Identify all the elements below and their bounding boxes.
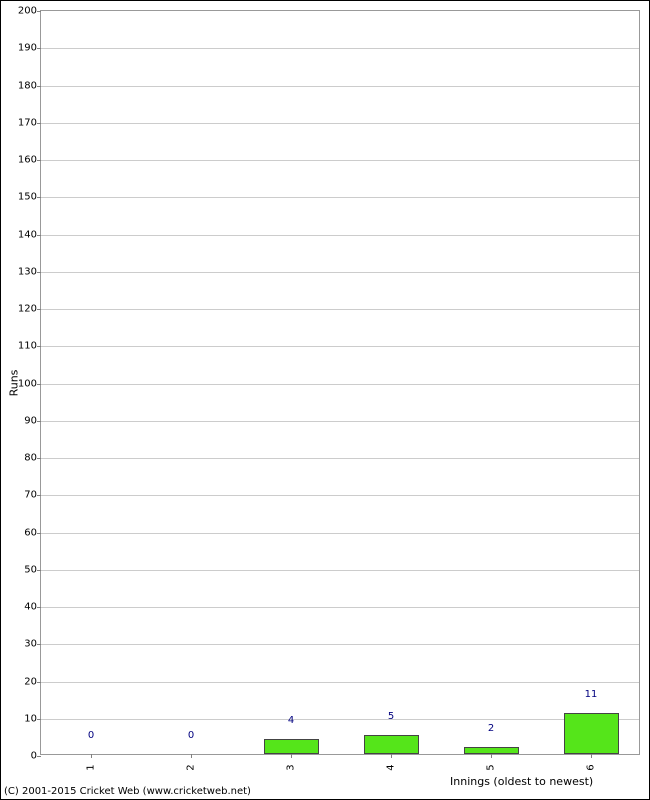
ytick-label: 70 bbox=[24, 490, 41, 501]
xtick-label: 1 bbox=[86, 764, 97, 770]
gridline bbox=[41, 644, 639, 645]
ytick-label: 130 bbox=[18, 266, 41, 277]
bar-value-label: 11 bbox=[585, 689, 598, 700]
ytick-label: 170 bbox=[18, 117, 41, 128]
gridline bbox=[41, 533, 639, 534]
ytick-label: 180 bbox=[18, 80, 41, 91]
gridline bbox=[41, 123, 639, 124]
ytick-label: 50 bbox=[24, 564, 41, 575]
xtick-mark bbox=[91, 754, 92, 758]
ytick-label: 0 bbox=[31, 751, 41, 762]
gridline bbox=[41, 346, 639, 347]
gridline bbox=[41, 384, 639, 385]
xtick-mark bbox=[391, 754, 392, 758]
ytick-label: 200 bbox=[18, 6, 41, 17]
bar-value-label: 5 bbox=[388, 711, 394, 722]
xtick-mark bbox=[191, 754, 192, 758]
gridline bbox=[41, 570, 639, 571]
gridline bbox=[41, 86, 639, 87]
ytick-label: 160 bbox=[18, 155, 41, 166]
ytick-label: 120 bbox=[18, 304, 41, 315]
ytick-label: 60 bbox=[24, 527, 41, 538]
ytick-label: 20 bbox=[24, 676, 41, 687]
xtick-label: 2 bbox=[186, 764, 197, 770]
plot-area: 0102030405060708090100110120130140150160… bbox=[40, 10, 640, 755]
ytick-label: 150 bbox=[18, 192, 41, 203]
ytick-label: 100 bbox=[18, 378, 41, 389]
x-axis-label: Innings (oldest to newest) bbox=[450, 775, 593, 788]
ytick-label: 110 bbox=[18, 341, 41, 352]
gridline bbox=[41, 682, 639, 683]
gridline bbox=[41, 421, 639, 422]
bar bbox=[464, 747, 519, 754]
gridline bbox=[41, 607, 639, 608]
copyright-text: (C) 2001-2015 Cricket Web (www.cricketwe… bbox=[4, 786, 251, 797]
gridline bbox=[41, 235, 639, 236]
ytick-label: 10 bbox=[24, 713, 41, 724]
bar-value-label: 0 bbox=[188, 730, 194, 741]
xtick-mark bbox=[291, 754, 292, 758]
gridline bbox=[41, 495, 639, 496]
xtick-label: 6 bbox=[586, 764, 597, 770]
ytick-label: 40 bbox=[24, 602, 41, 613]
bar-value-label: 0 bbox=[88, 730, 94, 741]
xtick-mark bbox=[591, 754, 592, 758]
ytick-label: 90 bbox=[24, 415, 41, 426]
gridline bbox=[41, 309, 639, 310]
xtick-label: 3 bbox=[286, 764, 297, 770]
xtick-label: 4 bbox=[386, 764, 397, 770]
gridline bbox=[41, 458, 639, 459]
bar-value-label: 2 bbox=[488, 723, 494, 734]
ytick-label: 80 bbox=[24, 453, 41, 464]
ytick-label: 190 bbox=[18, 43, 41, 54]
xtick-mark bbox=[491, 754, 492, 758]
gridline bbox=[41, 719, 639, 720]
ytick-label: 30 bbox=[24, 639, 41, 650]
outer-frame: 0102030405060708090100110120130140150160… bbox=[0, 0, 650, 800]
gridline bbox=[41, 48, 639, 49]
y-axis-label: Runs bbox=[8, 369, 21, 396]
ytick-label: 140 bbox=[18, 229, 41, 240]
gridline bbox=[41, 272, 639, 273]
bar-value-label: 4 bbox=[288, 715, 294, 726]
bar bbox=[264, 739, 319, 754]
bar bbox=[564, 713, 619, 754]
bar bbox=[364, 735, 419, 754]
xtick-label: 5 bbox=[486, 764, 497, 770]
gridline bbox=[41, 160, 639, 161]
gridline bbox=[41, 197, 639, 198]
